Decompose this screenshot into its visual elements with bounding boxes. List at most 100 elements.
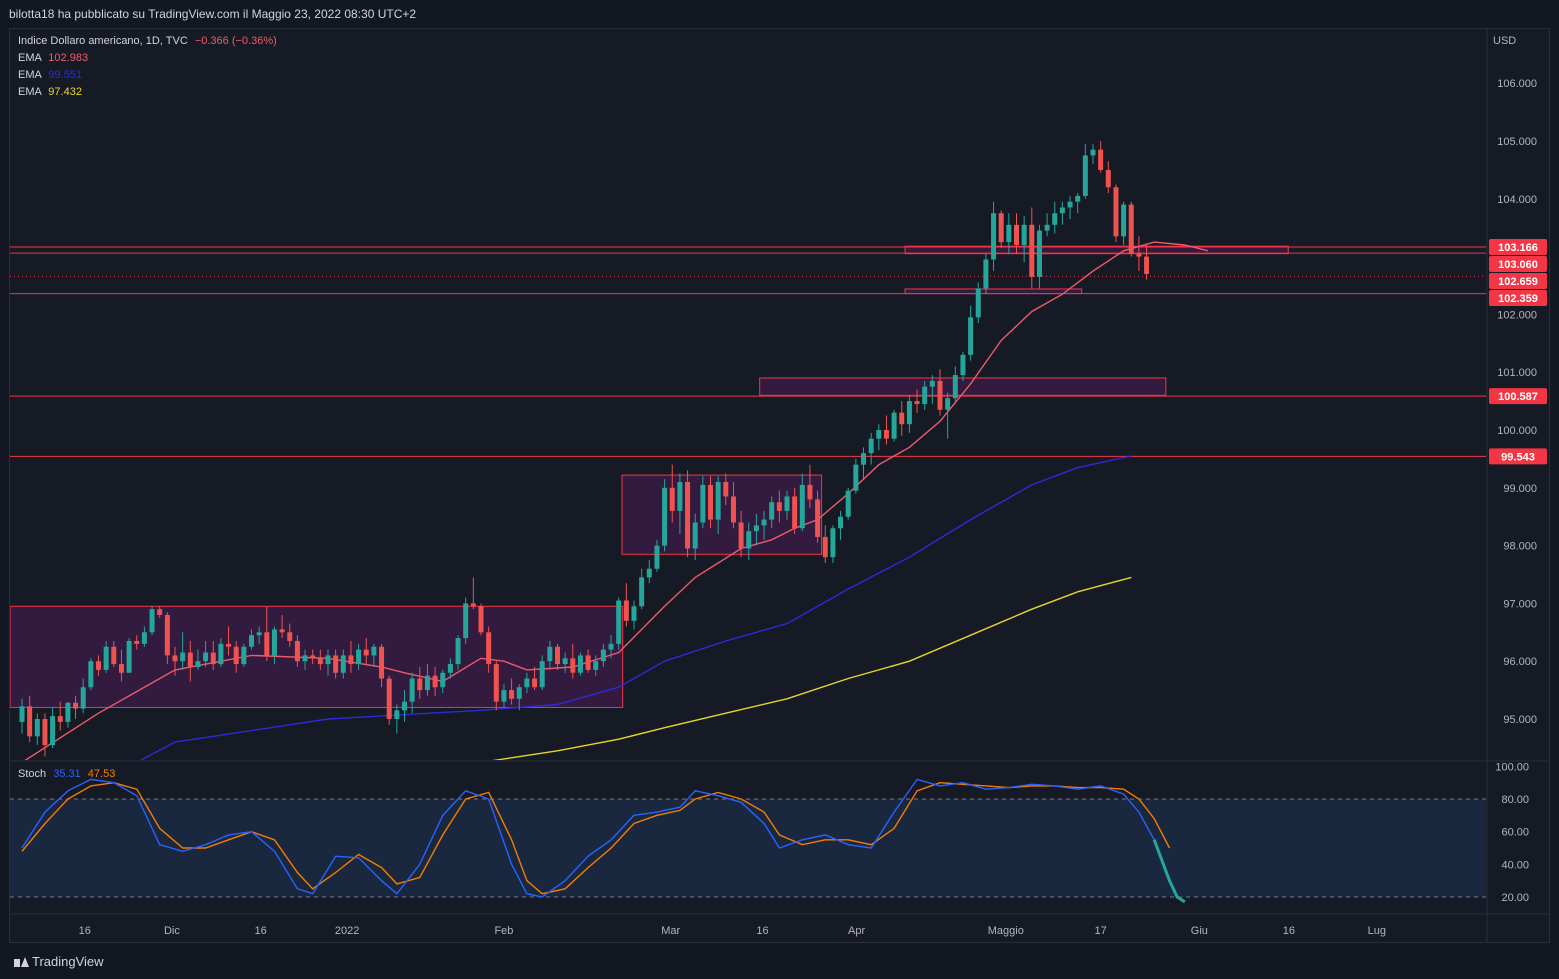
candle-body bbox=[42, 719, 48, 746]
candle-body bbox=[249, 635, 254, 647]
candle-body bbox=[455, 638, 461, 665]
ema-slow-line bbox=[492, 576, 1132, 760]
candle-body bbox=[271, 629, 277, 656]
candle-body bbox=[692, 522, 698, 549]
candle-body bbox=[998, 213, 1004, 243]
candle-body bbox=[822, 536, 828, 558]
candle-body bbox=[141, 632, 147, 644]
price-tick-label: 102.000 bbox=[1497, 309, 1537, 321]
candle-body bbox=[807, 484, 813, 500]
candle-body bbox=[960, 354, 966, 376]
candle-body bbox=[761, 519, 767, 526]
candle-body bbox=[991, 213, 997, 260]
candle-body bbox=[1136, 253, 1142, 257]
candle-body bbox=[34, 719, 40, 737]
candle-body bbox=[555, 646, 560, 665]
stoch-d-line bbox=[21, 781, 1171, 895]
candle-body bbox=[539, 661, 545, 688]
ema-legend-3[interactable]: EMA 97.432 bbox=[18, 86, 82, 98]
supply-demand-zone bbox=[10, 605, 624, 708]
time-tick-label: Dic bbox=[164, 925, 180, 937]
stoch-tick-label: 40.00 bbox=[1501, 859, 1529, 871]
candle-body bbox=[776, 502, 782, 511]
stoch-tick-label: 80.00 bbox=[1501, 794, 1529, 806]
stoch-k-line bbox=[21, 778, 1186, 903]
candle-body bbox=[585, 655, 591, 670]
candle-body bbox=[1029, 224, 1035, 277]
candle-body bbox=[899, 412, 905, 425]
candle-body bbox=[233, 646, 239, 665]
time-tick-label: 16 bbox=[1283, 925, 1295, 937]
candle-body bbox=[577, 655, 583, 673]
candle-body bbox=[677, 482, 683, 511]
candle-body bbox=[975, 288, 981, 318]
candle-body bbox=[402, 701, 407, 711]
time-tick-label: Lug bbox=[1368, 925, 1386, 937]
candle-body bbox=[486, 632, 492, 665]
candle-body bbox=[447, 664, 453, 673]
time-tick-label: Apr bbox=[848, 925, 865, 937]
candle-body bbox=[524, 678, 530, 688]
supply-demand-zone bbox=[904, 245, 1289, 255]
candle-body bbox=[968, 317, 974, 355]
tradingview-logo-icon bbox=[14, 956, 29, 967]
candle-body bbox=[945, 398, 951, 410]
price-tag bbox=[1489, 388, 1547, 405]
candle-body bbox=[302, 655, 308, 662]
price-tag-label: 102.659 bbox=[1498, 276, 1538, 288]
tradingview-logo[interactable]: TradingView bbox=[14, 954, 104, 969]
stoch-legend[interactable]: Stoch 35.31 47.53 bbox=[18, 768, 115, 780]
price-tick-label: 105.000 bbox=[1497, 136, 1537, 148]
price-tick-label: 97.000 bbox=[1503, 598, 1537, 610]
candle-body bbox=[876, 430, 882, 439]
symbol-name: Indice Dollaro americano, 1D, TVC bbox=[18, 35, 188, 47]
candle-body bbox=[922, 386, 928, 404]
candle-body bbox=[700, 484, 706, 523]
footer-bar bbox=[0, 943, 1559, 979]
candle-body bbox=[440, 672, 446, 688]
candle-body bbox=[470, 603, 476, 607]
candle-body bbox=[287, 632, 293, 641]
candle-body bbox=[1144, 256, 1150, 274]
candle-body bbox=[463, 603, 469, 639]
supply-demand-zone bbox=[621, 474, 823, 555]
candle-body bbox=[784, 496, 790, 511]
candle-body bbox=[639, 577, 645, 607]
candle-body bbox=[157, 609, 163, 615]
stoch-label: Stoch bbox=[18, 768, 47, 780]
candle-body bbox=[937, 380, 943, 410]
candle-body bbox=[838, 516, 844, 529]
candle-body bbox=[172, 655, 178, 662]
ema-value: 99.551 bbox=[48, 69, 82, 81]
candle-body bbox=[394, 710, 400, 719]
candle-body bbox=[317, 658, 323, 665]
candle-body bbox=[333, 655, 339, 673]
symbol-legend[interactable]: Indice Dollaro americano, 1D, TVC −0.366… bbox=[18, 35, 277, 47]
ema-label: EMA bbox=[18, 86, 42, 98]
candle-body bbox=[891, 412, 897, 439]
candle-body bbox=[914, 401, 920, 404]
candle-body bbox=[1044, 224, 1050, 231]
candle-body bbox=[50, 716, 56, 746]
currency-label: USD bbox=[1493, 35, 1516, 47]
candle-body bbox=[547, 646, 553, 662]
candle-body bbox=[1052, 213, 1058, 225]
time-tick-label: 2022 bbox=[335, 925, 359, 937]
candle-body bbox=[325, 655, 331, 665]
price-tag bbox=[1489, 256, 1547, 273]
price-tag-label: 102.359 bbox=[1498, 293, 1538, 305]
ema-legend-1[interactable]: EMA 102.983 bbox=[18, 52, 88, 64]
ema-legend-2[interactable]: EMA 99.551 bbox=[18, 69, 82, 81]
candle-body bbox=[792, 496, 798, 529]
candle-body bbox=[103, 646, 109, 670]
stoch-k-highlight bbox=[1152, 839, 1186, 904]
candle-body bbox=[409, 678, 415, 702]
candle-body bbox=[631, 606, 637, 621]
candle-body bbox=[478, 606, 484, 633]
ema-mid-line bbox=[139, 455, 1132, 760]
candle-body bbox=[1059, 207, 1065, 214]
candle-body bbox=[57, 716, 63, 722]
price-tag-label: 100.587 bbox=[1498, 391, 1538, 403]
price-tick-label: 101.000 bbox=[1497, 367, 1537, 379]
